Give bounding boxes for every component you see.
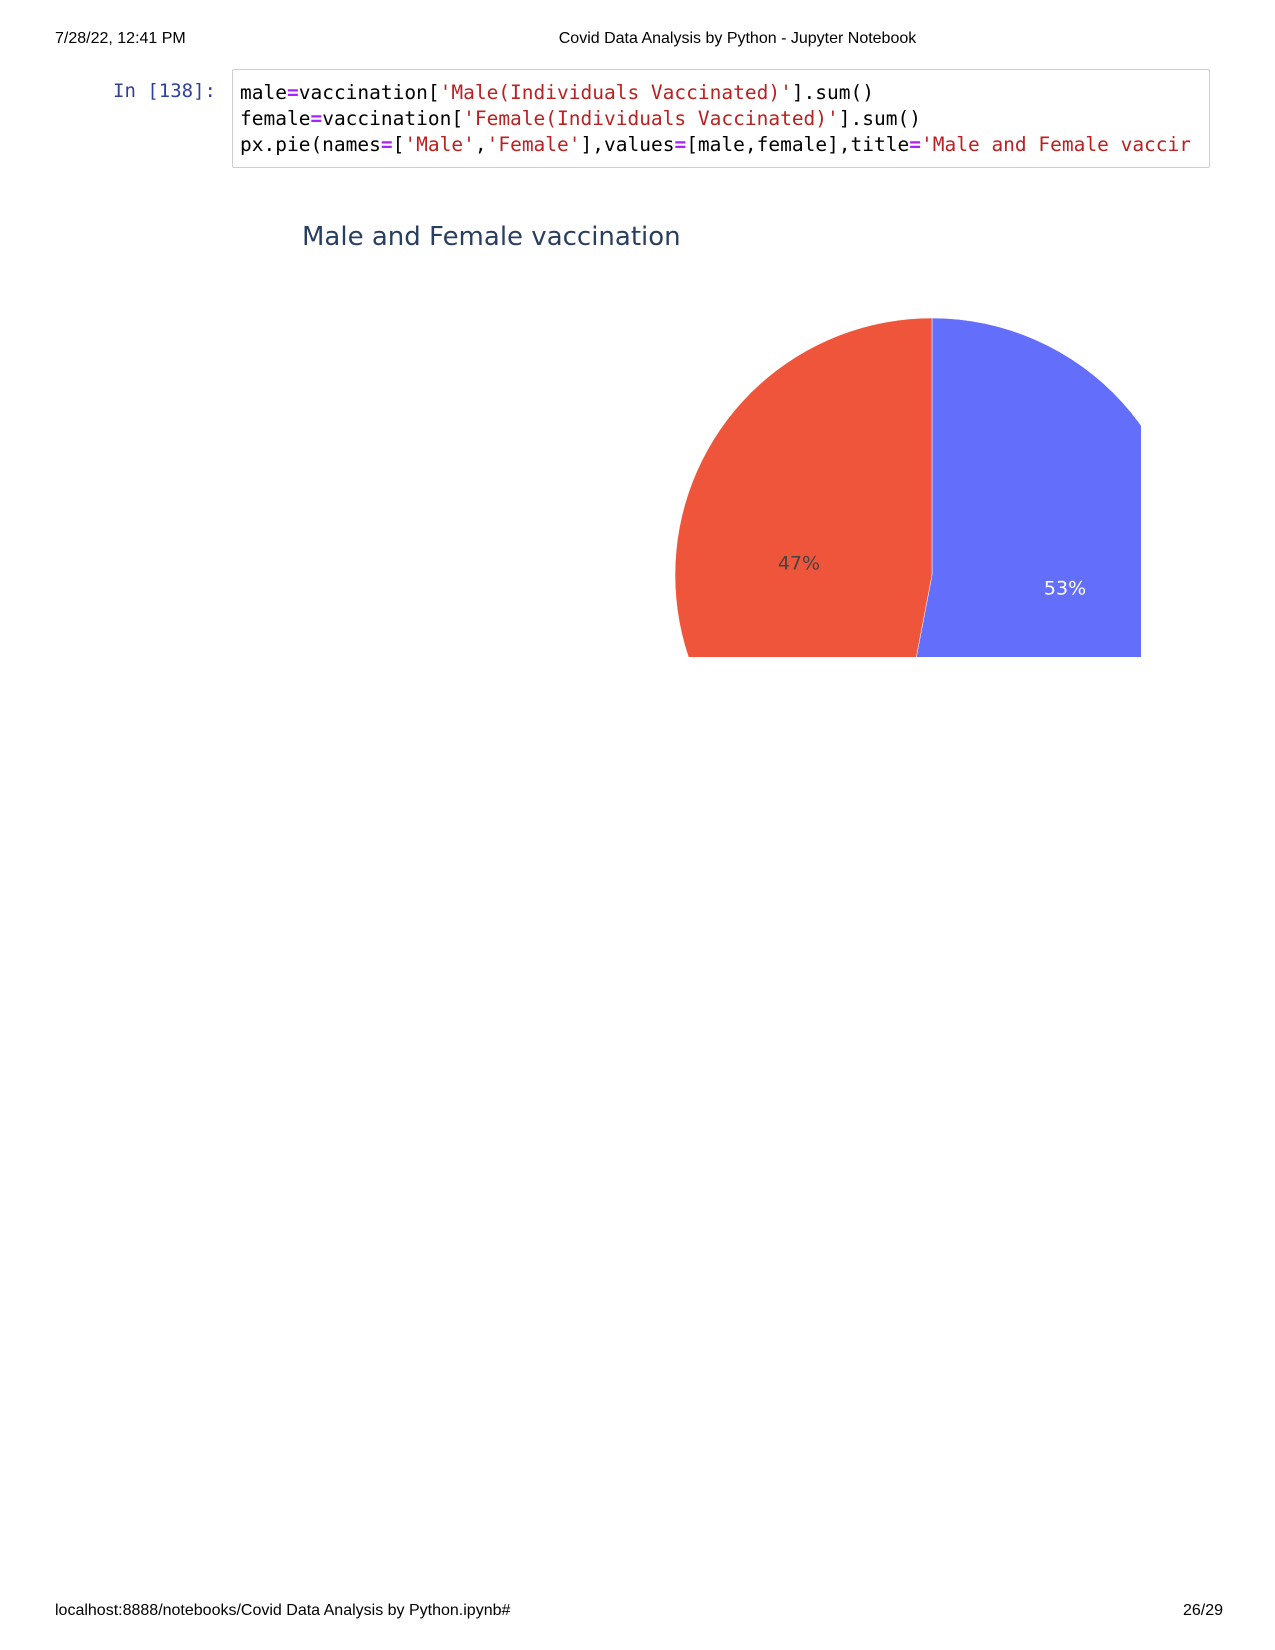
code-token: px.pie(names [240, 133, 381, 156]
code-token: 'Female' [486, 133, 581, 156]
print-header-datetime: 7/28/22, 12:41 PM [55, 30, 186, 47]
pie-slice-label: 47% [778, 552, 820, 574]
code-token: ].sum() [791, 81, 874, 104]
code-line: px.pie(names=['Male','Female'],values=[m… [240, 132, 1209, 158]
pie-labels: 53% 47% [778, 552, 1086, 599]
pie-slice-label: 53% [1044, 578, 1086, 600]
code-token: vaccination[ [298, 81, 440, 104]
print-header-title: Covid Data Analysis by Python - Jupyter … [558, 30, 917, 47]
pie-chart[interactable]: Male and Female vaccination 53% 47% [232, 210, 1232, 690]
code-token: female [240, 107, 311, 130]
code-token: vaccination[ [322, 107, 464, 130]
code-token: [ [392, 133, 405, 156]
code-token: 'Male' [404, 133, 475, 156]
print-footer-page: 26/29 [1182, 1602, 1223, 1619]
code-line: female=vaccination['Female(Individuals V… [240, 106, 1209, 132]
code-token: male [240, 81, 287, 104]
code-token: = [380, 133, 393, 156]
input-prompt: In [138]: [113, 80, 216, 102]
code-token: = [310, 107, 323, 130]
pie-slices [674, 317, 1189, 690]
code-token: 'Male(Individuals Vaccinated)' [439, 81, 792, 104]
code-token: = [286, 81, 299, 104]
code-token: , [474, 133, 487, 156]
code-token: = [909, 133, 921, 156]
code-input-area[interactable]: male=vaccination['Male(Individuals Vacci… [232, 69, 1210, 168]
code-line: male=vaccination['Male(Individuals Vacci… [240, 80, 1209, 106]
code-editor[interactable]: male=vaccination['Male(Individuals Vacci… [233, 70, 1209, 158]
chart-title: Male and Female vaccination [302, 222, 681, 252]
code-token: ].sum() [838, 107, 921, 130]
print-footer-url: localhost:8888/notebooks/Covid Data Anal… [55, 1602, 511, 1619]
code-token: = [674, 133, 687, 156]
code-token: 'Male and Female vaccir [921, 133, 1192, 156]
pie-slice[interactable] [884, 317, 1189, 690]
code-token: 'Female(Individuals Vaccinated)' [463, 107, 839, 130]
pie-slice[interactable] [674, 317, 933, 690]
code-token: [male,female],title [686, 133, 910, 156]
cell-output-area: Male and Female vaccination 53% 47% [232, 210, 1232, 690]
code-token: ],values [580, 133, 675, 156]
print-header-title-wrap: Covid Data Analysis by Python - Jupyter … [0, 30, 1275, 48]
